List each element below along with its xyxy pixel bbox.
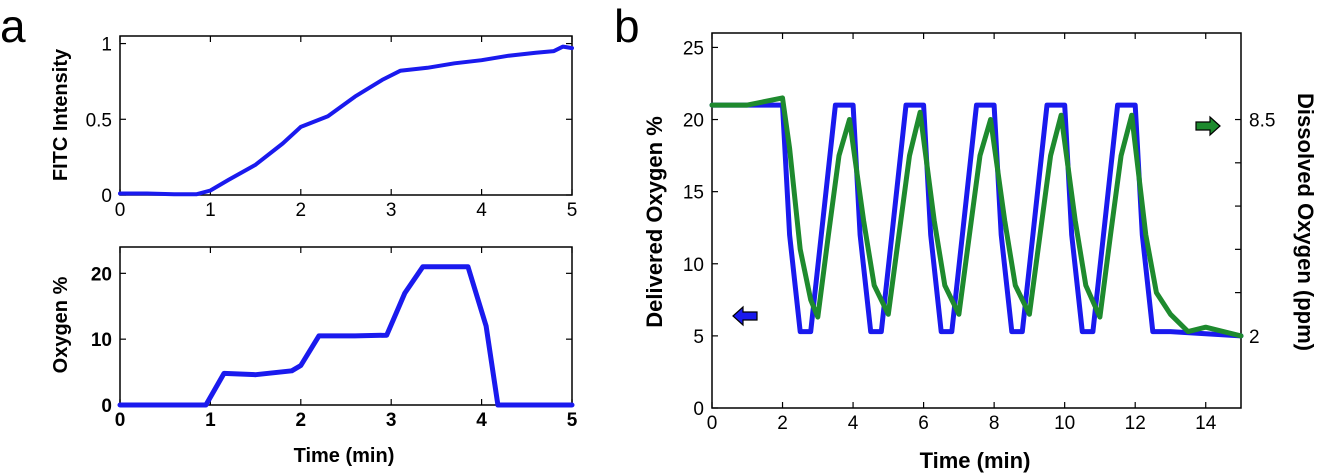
panel-label-b: b xyxy=(614,0,640,52)
a-top-plot-frame xyxy=(119,35,573,196)
b-marks: 0 2 4 6 8 10 12 14 0 5 10 15 20 25 2 8.5 xyxy=(683,32,1275,434)
b-y2tick-label: 8.5 xyxy=(1249,111,1275,132)
b-y2tick-label: 2 xyxy=(1249,327,1260,348)
a-top-xtick-label: 4 xyxy=(476,200,487,221)
a-top-series-primary-line xyxy=(118,44,574,197)
b-xlabel: Time (min) xyxy=(920,448,1031,473)
b-ytick-label: 0 xyxy=(693,399,704,420)
a-top-ytick-label: 1 xyxy=(101,35,112,56)
a-bottom-marks: 0 1 2 3 4 5 0 10 20 xyxy=(91,246,578,431)
chart-b: 0 2 4 6 8 10 12 14 0 5 10 15 20 25 2 8.5 Delivered Oxyg… xyxy=(642,32,1318,473)
b-ytick-label: 10 xyxy=(683,255,704,276)
a-bottom-ytick-label: 0 xyxy=(101,396,112,417)
b-ytick-label: 5 xyxy=(693,327,704,348)
panel-label-a: a xyxy=(0,0,26,52)
a-bottom-xtick-label: 4 xyxy=(476,410,487,431)
b-xtick-label: 8 xyxy=(989,413,1000,434)
a-bottom-xtick-label: 5 xyxy=(567,410,578,431)
b-xtick-label: 12 xyxy=(1125,413,1146,434)
a-bottom-ytick-label: 20 xyxy=(91,264,112,285)
a-bottom-xlabel: Time (min) xyxy=(294,445,395,467)
b-xtick-label: 0 xyxy=(707,413,718,434)
b-ylabel: Delivered Oxygen % xyxy=(642,116,667,328)
b-ytick-label: 25 xyxy=(683,38,704,59)
b-series-secondary-line xyxy=(709,95,1244,339)
a-bottom-plot-frame xyxy=(119,246,573,406)
a-top-ytick-label: 0 xyxy=(101,186,112,207)
b-xtick-label: 6 xyxy=(918,413,929,434)
a-top-xtick-label: 0 xyxy=(115,200,126,221)
a-bottom-xtick-label: 2 xyxy=(296,410,307,431)
a-bottom-xtick-label: 1 xyxy=(205,410,216,431)
a-top-xtick-label: 1 xyxy=(205,200,216,221)
b-plot-frame xyxy=(711,32,1242,409)
a-top-xtick-label: 5 xyxy=(567,200,578,221)
b-xtick-label: 14 xyxy=(1195,413,1217,434)
chart-a-top: 0 1 2 3 4 5 0 0.5 1 FITC Intensity xyxy=(50,35,577,221)
b-y2label: Dissolved Oxygen (ppm) xyxy=(1293,93,1318,351)
blue-arrow-left-icon xyxy=(732,305,758,327)
green-arrow-right-icon xyxy=(1195,115,1221,137)
a-bottom-ylabel: Oxygen % xyxy=(50,276,72,373)
b-ytick-label: 15 xyxy=(683,183,704,204)
a-bottom-ytick-label: 10 xyxy=(91,330,112,351)
a-top-ytick-label: 0.5 xyxy=(86,110,112,131)
a-top-xtick-label: 2 xyxy=(296,200,307,221)
b-series-primary-line xyxy=(709,102,1244,339)
a-top-marks: 0 1 2 3 4 5 0 0.5 1 xyxy=(86,35,578,221)
a-top-ylabel: FITC Intensity xyxy=(50,48,72,181)
b-xtick-label: 10 xyxy=(1054,413,1075,434)
a-top-xtick-label: 3 xyxy=(386,200,397,221)
a-bottom-xtick-label: 3 xyxy=(386,410,397,431)
a-bottom-xtick-label: 0 xyxy=(115,410,126,431)
chart-a-bottom: 0 1 2 3 4 5 0 10 20 Oxygen % Time (min) xyxy=(50,246,578,467)
b-xtick-label: 4 xyxy=(848,413,859,434)
b-ytick-label: 20 xyxy=(683,111,704,132)
a-bottom-series-primary-line xyxy=(117,264,575,408)
b-xtick-label: 2 xyxy=(777,413,788,434)
